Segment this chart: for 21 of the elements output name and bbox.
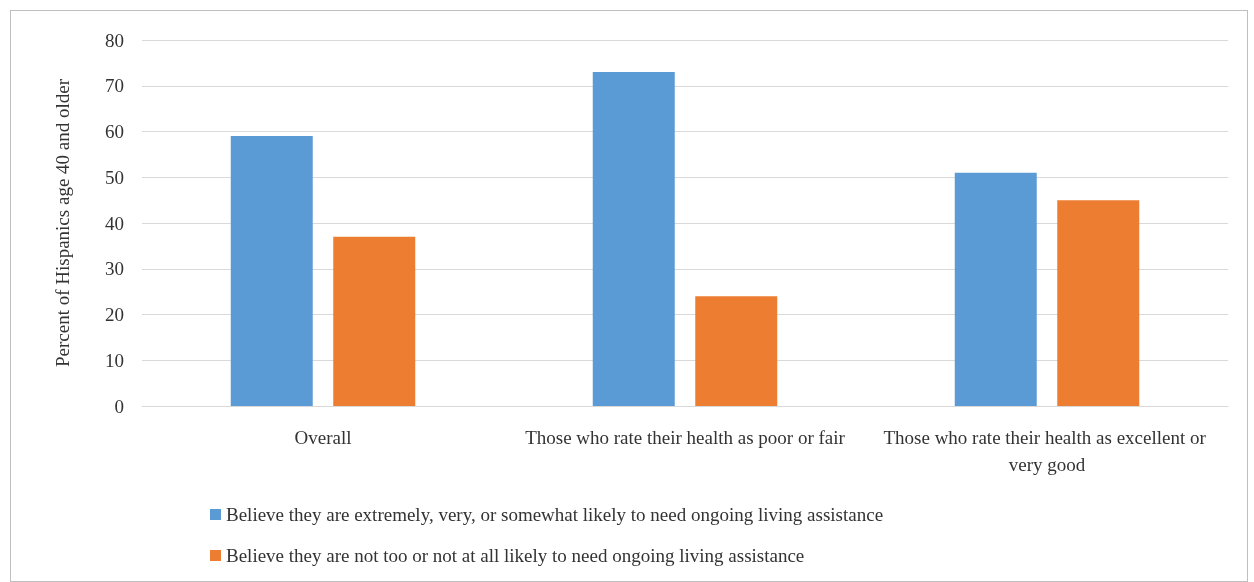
y-axis-title: Percent of Hispanics age 40 and older bbox=[52, 78, 73, 368]
bar bbox=[592, 72, 675, 406]
bar bbox=[1057, 200, 1140, 406]
y-tick-label: 80 bbox=[105, 29, 124, 51]
y-tick-label: 60 bbox=[105, 121, 124, 142]
bar bbox=[954, 172, 1037, 406]
bar bbox=[333, 236, 416, 406]
x-tick-label: Those who rate their health as poor or fair bbox=[525, 427, 846, 448]
y-tick-label: 30 bbox=[105, 258, 124, 280]
y-tick-label: 10 bbox=[105, 349, 124, 371]
x-tick-label: Overall bbox=[294, 427, 352, 448]
bar bbox=[695, 296, 778, 406]
legend-label: Believe they are extremely, very, or somewhat likely to need ongoing living assistance bbox=[226, 504, 884, 525]
x-tick-label: Those who rate their health as excellent or very good bbox=[883, 427, 1211, 475]
y-tick-label: 70 bbox=[105, 75, 124, 97]
y-tick-label: 0 bbox=[114, 395, 124, 417]
legend-label: Believe they are not too or not at all likely to need ongoing living assistance bbox=[226, 545, 805, 566]
y-tick-label: 20 bbox=[105, 304, 124, 325]
bar bbox=[230, 136, 313, 406]
y-tick-label: 40 bbox=[105, 212, 124, 234]
y-tick-label: 50 bbox=[105, 166, 124, 188]
